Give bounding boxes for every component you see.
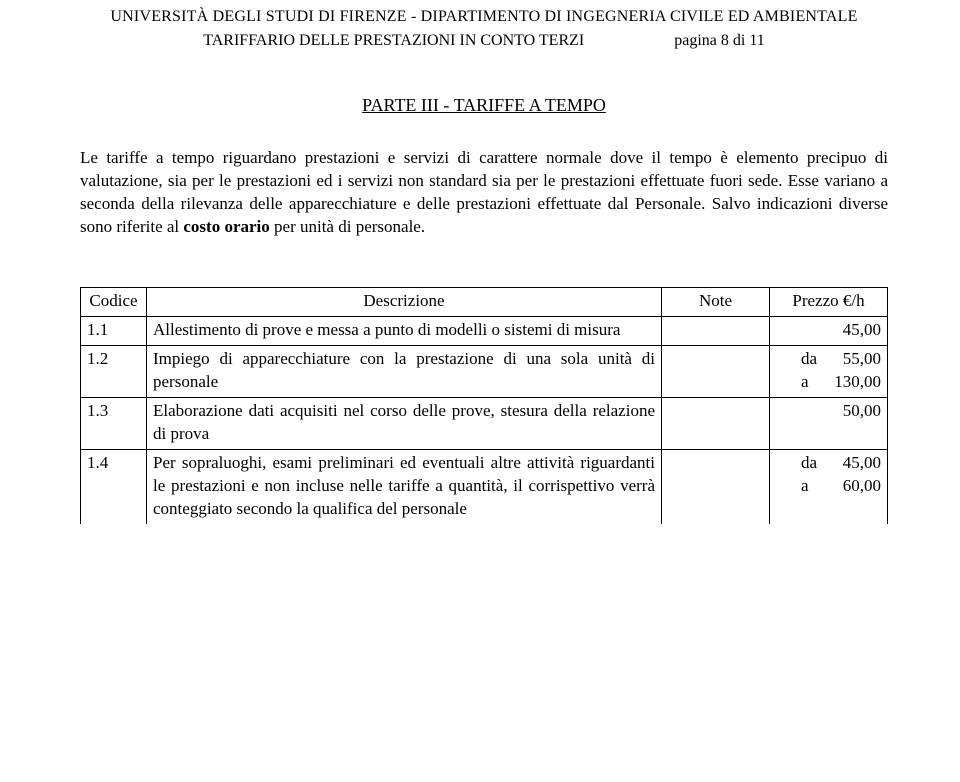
price-line: da45,00	[776, 452, 881, 475]
price-prefix: da	[801, 348, 827, 371]
cell-code: 1.1	[81, 317, 147, 346]
price-value: 60,00	[827, 475, 881, 498]
cell-code: 1.2	[81, 346, 147, 398]
cell-price: 50,00	[770, 397, 888, 449]
price-prefix: a	[801, 371, 827, 394]
price-prefix: da	[801, 452, 827, 475]
cell-note	[662, 317, 770, 346]
cell-note	[662, 397, 770, 449]
table-header-row: Codice Descrizione Note Prezzo €/h	[81, 288, 888, 317]
table-row: 1.3Elaborazione dati acquisiti nel corso…	[81, 397, 888, 449]
table-row: 1.4Per sopraluoghi, esami preliminari ed…	[81, 449, 888, 523]
intro-paragraph-part2: per unità di personale.	[270, 217, 425, 236]
cell-desc: Impiego di apparecchiature con la presta…	[147, 346, 662, 398]
price-value: 45,00	[827, 452, 881, 475]
cell-note	[662, 449, 770, 523]
cell-desc: Allestimento di prove e messa a punto di…	[147, 317, 662, 346]
price-line: a130,00	[776, 371, 881, 394]
cell-desc: Per sopraluoghi, esami preliminari ed ev…	[147, 449, 662, 523]
intro-paragraph-bold: costo orario	[183, 217, 269, 236]
cell-price: da55,00a130,00	[770, 346, 888, 398]
tariff-table: Codice Descrizione Note Prezzo €/h 1.1Al…	[80, 287, 888, 523]
price-line: 50,00	[776, 400, 881, 423]
cell-code: 1.3	[81, 397, 147, 449]
price-line: 45,00	[776, 319, 881, 342]
cell-note	[662, 346, 770, 398]
document-page: UNIVERSITÀ DEGLI STUDI DI FIRENZE - DIPA…	[0, 0, 960, 524]
cell-code: 1.4	[81, 449, 147, 523]
col-header-price: Prezzo €/h	[770, 288, 888, 317]
col-header-code: Codice	[81, 288, 147, 317]
header-line-1: UNIVERSITÀ DEGLI STUDI DI FIRENZE - DIPA…	[80, 6, 888, 28]
table-row: 1.2Impiego di apparecchiature con la pre…	[81, 346, 888, 398]
section-title: PARTE III - TARIFFE A TEMPO	[80, 93, 888, 117]
header-page-number: pagina 8 di 11	[654, 30, 765, 52]
col-header-desc: Descrizione	[147, 288, 662, 317]
price-value: 45,00	[827, 319, 881, 342]
price-value: 50,00	[827, 400, 881, 423]
cell-price: da45,00a60,00	[770, 449, 888, 523]
header-line-2: TARIFFARIO DELLE PRESTAZIONI IN CONTO TE…	[80, 30, 888, 52]
price-prefix: a	[801, 475, 827, 498]
price-value: 130,00	[827, 371, 881, 394]
price-line: da55,00	[776, 348, 881, 371]
table-body: 1.1Allestimento di prove e messa a punto…	[81, 317, 888, 524]
cell-price: 45,00	[770, 317, 888, 346]
cell-desc: Elaborazione dati acquisiti nel corso de…	[147, 397, 662, 449]
price-value: 55,00	[827, 348, 881, 371]
header-tariffario: TARIFFARIO DELLE PRESTAZIONI IN CONTO TE…	[203, 30, 654, 52]
table-row: 1.1Allestimento di prove e messa a punto…	[81, 317, 888, 346]
price-line: a60,00	[776, 475, 881, 498]
col-header-note: Note	[662, 288, 770, 317]
intro-paragraph: Le tariffe a tempo riguardano prestazion…	[80, 147, 888, 239]
